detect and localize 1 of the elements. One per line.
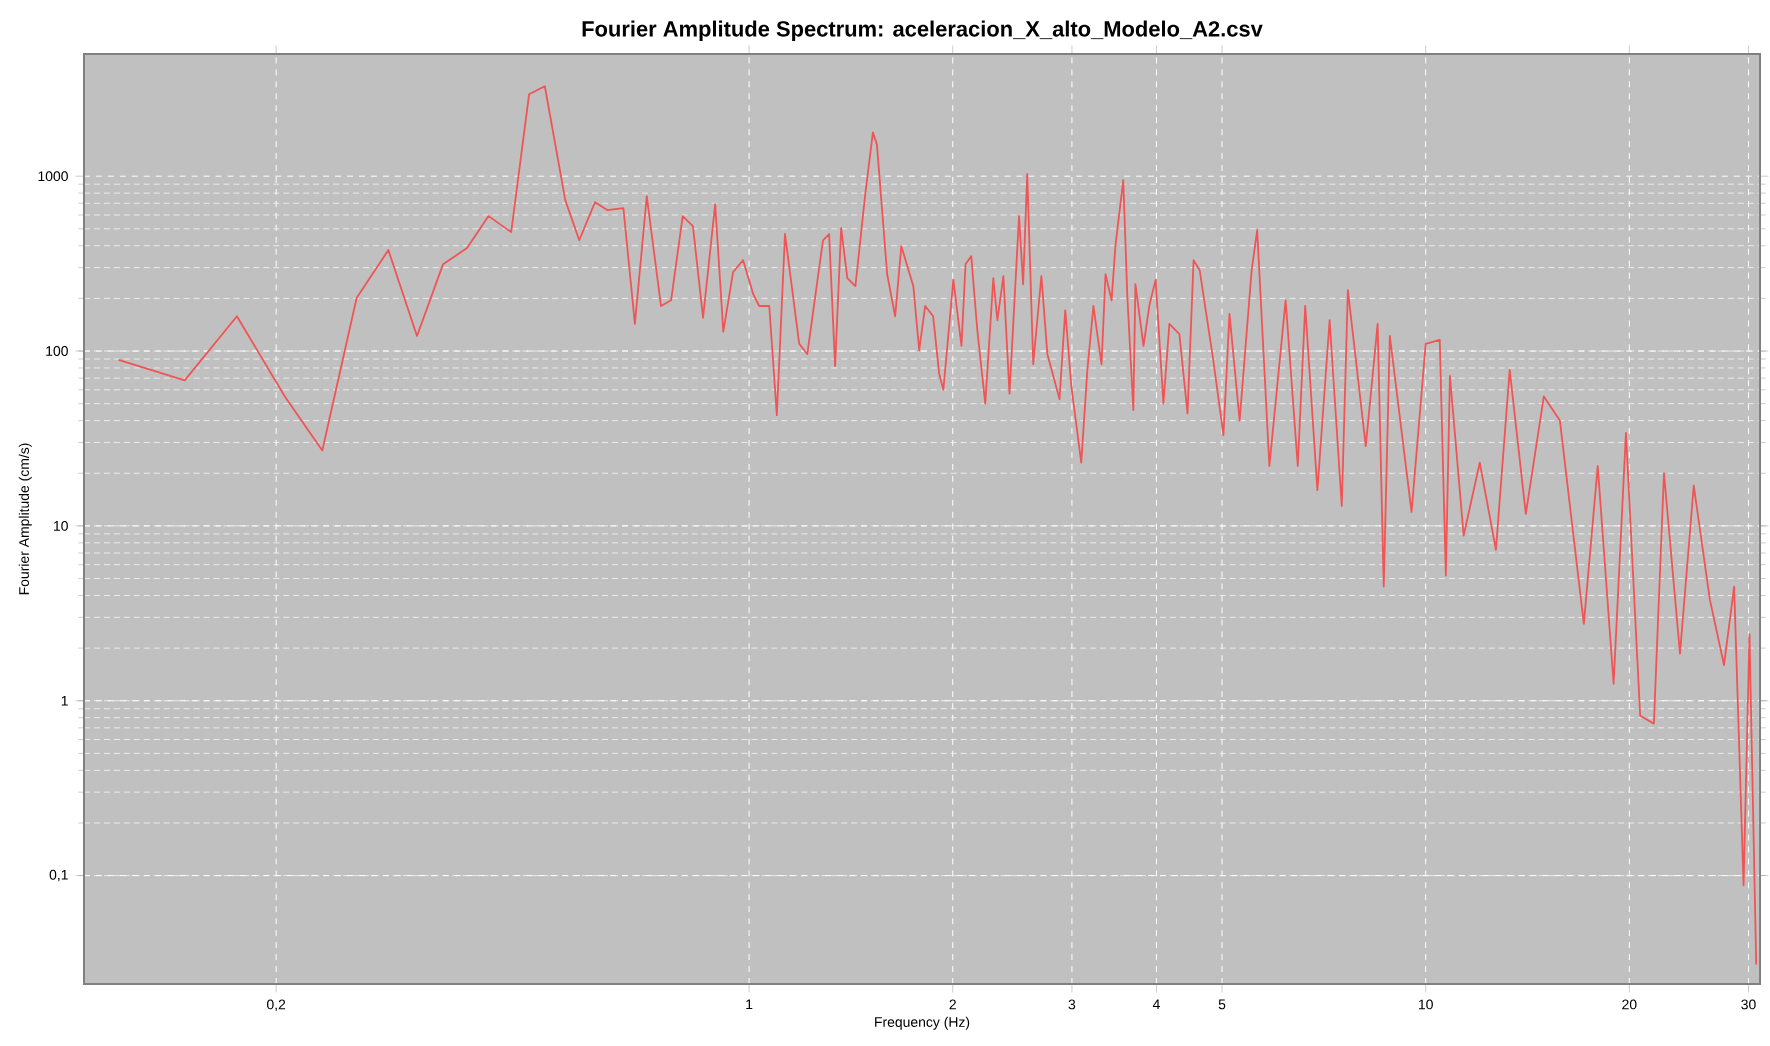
chart-title: Fourier Amplitude Spectrum: aceleracion_X_alto_Modelo_A2.csv	[582, 20, 1263, 41]
